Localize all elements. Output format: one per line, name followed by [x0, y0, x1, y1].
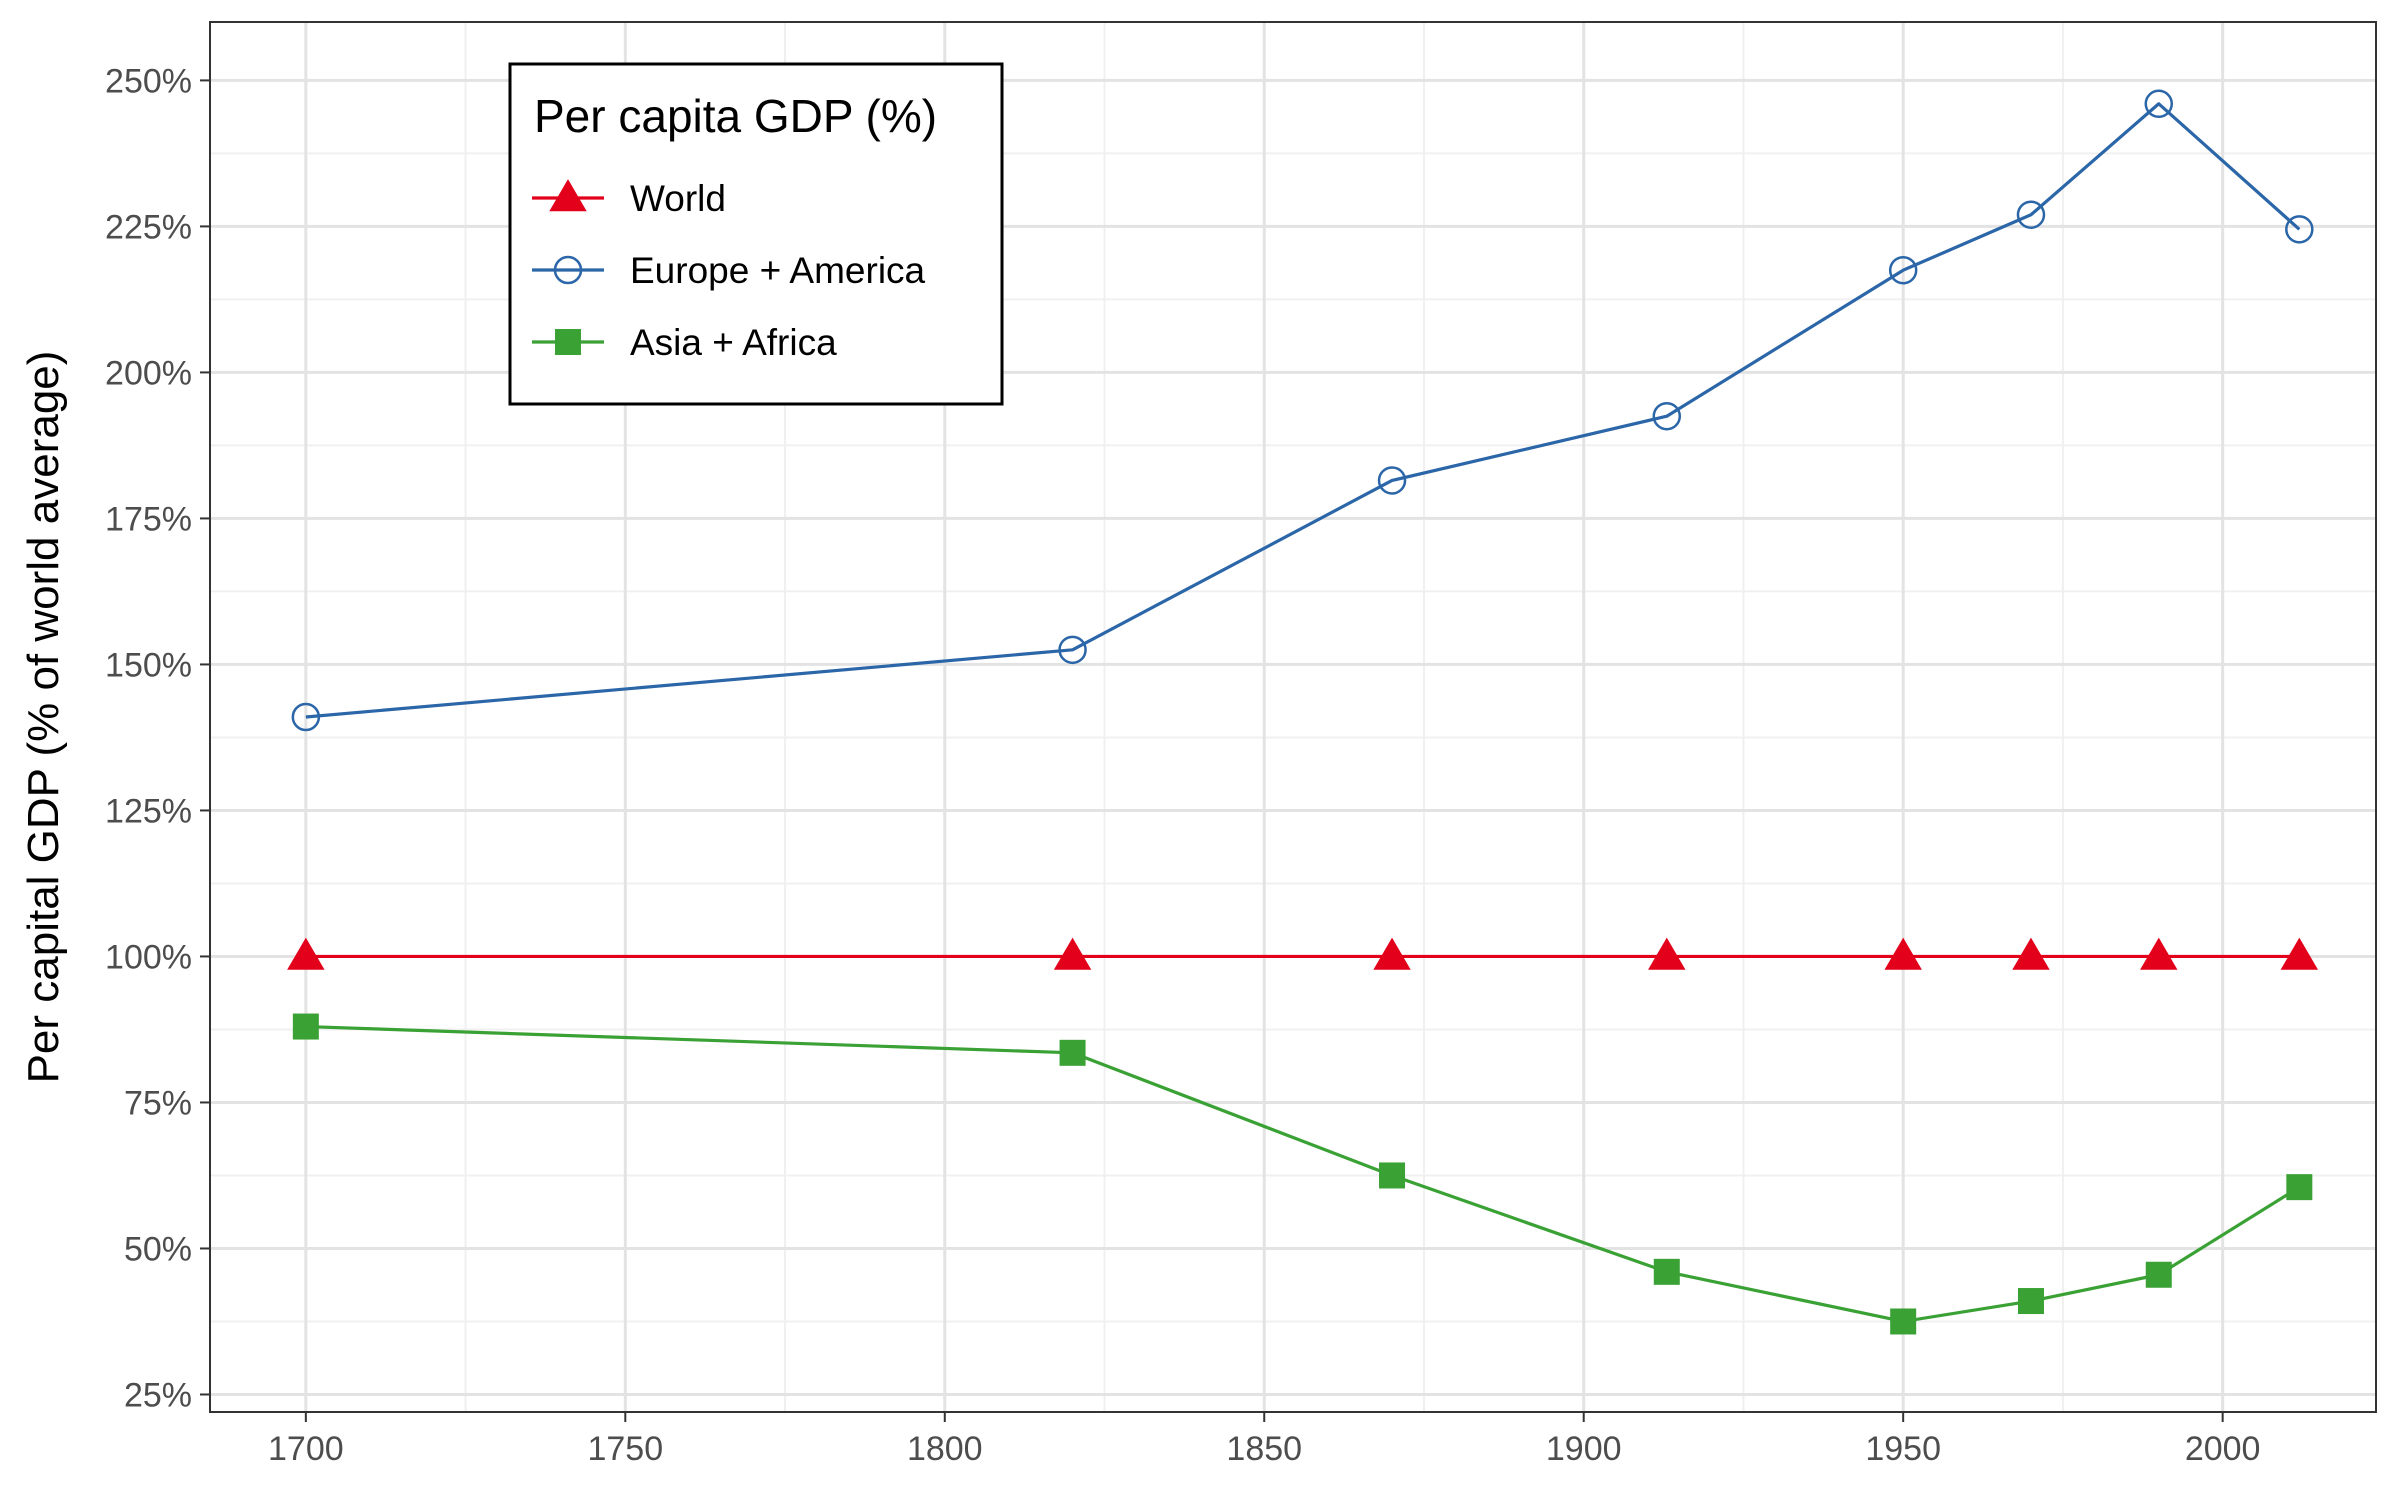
data-point-asia-africa — [1059, 1039, 1086, 1066]
data-point-europe-america — [2285, 215, 2314, 244]
data-point-asia-africa — [1653, 1258, 1680, 1285]
y-tick-label: 175% — [105, 500, 192, 538]
y-axis-title: Per capital GDP (% of world average) — [19, 351, 68, 1084]
data-point-europe-america — [1377, 466, 1407, 495]
x-tick-label: 1800 — [907, 1430, 983, 1468]
legend-box — [508, 62, 1004, 406]
legend: Per capita GDP (%) World Europe + America A… — [508, 62, 1004, 406]
series-europe-america — [291, 89, 2314, 732]
data-point-world — [1373, 937, 1411, 970]
data-point-world — [2140, 937, 2178, 970]
y-tick-label: 100% — [105, 938, 192, 976]
x-tick-label: 1700 — [268, 1430, 344, 1468]
grid — [210, 22, 2376, 1412]
data-point-europe-america — [291, 702, 321, 732]
y-tick-label: 225% — [105, 208, 192, 246]
y-tick-label: 250% — [105, 62, 192, 100]
data-point-world — [2012, 937, 2050, 970]
y-tick-label: 150% — [105, 646, 192, 684]
data-point-asia-africa — [1379, 1162, 1406, 1189]
axes: 1700 1750 1800 1850 1900 1950 2000 25% 50% 75% 100… — [105, 62, 2260, 1468]
plot-border — [209, 21, 2377, 1413]
legend-label-asia-africa: Asia + Africa — [630, 322, 837, 363]
x-tick-label: 1950 — [1865, 1430, 1941, 1468]
data-point-europe-america — [1888, 255, 1918, 285]
data-point-asia-africa — [2145, 1261, 2172, 1288]
y-tick-label: 125% — [105, 792, 192, 830]
data-point-asia-africa — [292, 1013, 319, 1040]
data-point-europe-america — [1058, 635, 1087, 665]
data-point-asia-africa — [1890, 1308, 1917, 1335]
y-tick-label: 200% — [105, 354, 192, 392]
data-point-asia-africa — [2017, 1288, 2044, 1315]
legend-key-marker-asia-africa — [555, 329, 581, 355]
series-line-europe-america — [305, 102, 2301, 719]
legend-label-world: World — [630, 178, 726, 219]
data-point-europe-america — [1652, 401, 1682, 431]
y-tick-label: 25% — [124, 1376, 192, 1414]
data-point-world — [1884, 937, 1922, 970]
legend-key-marker-world — [549, 179, 587, 212]
y-tick-label: 75% — [124, 1084, 192, 1122]
series-layer — [287, 89, 2319, 1335]
legend-title: Per capita GDP (%) — [534, 90, 937, 142]
y-tick-label: 50% — [124, 1230, 192, 1268]
x-tick-label: 1900 — [1546, 1430, 1622, 1468]
data-point-world — [287, 937, 325, 970]
data-point-world — [2280, 937, 2319, 970]
series-world — [287, 937, 2319, 970]
legend-label-europe-america: Europe + America — [630, 250, 926, 291]
data-point-europe-america — [2016, 200, 2046, 229]
x-tick-label: 1750 — [587, 1430, 663, 1468]
data-point-asia-africa — [2286, 1174, 2313, 1201]
data-point-europe-america — [2144, 89, 2174, 119]
legend-key-marker-europe-america — [553, 255, 583, 285]
data-point-world — [1053, 937, 1092, 970]
x-tick-label: 1850 — [1226, 1430, 1302, 1468]
data-point-world — [1648, 937, 1686, 970]
series-asia-africa — [292, 1013, 2313, 1335]
series-line-asia-africa — [305, 1024, 2301, 1324]
x-tick-label: 2000 — [2185, 1430, 2261, 1468]
